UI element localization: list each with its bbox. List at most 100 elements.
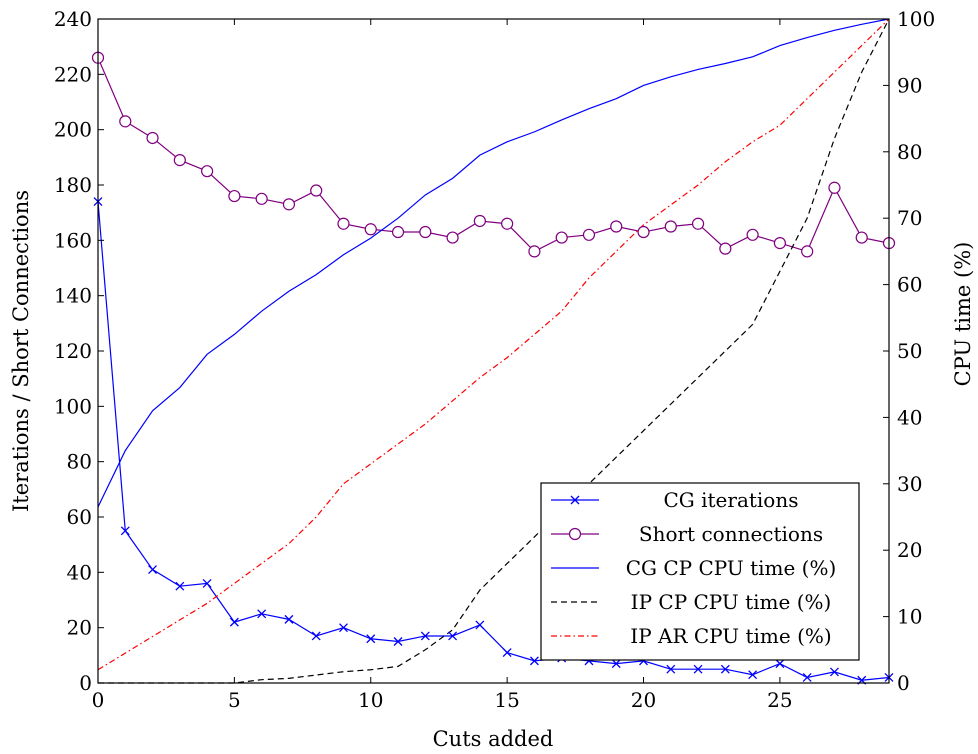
x-axis-title: Cuts added [433, 727, 554, 751]
series-2-point [337, 217, 350, 230]
series-1-point [829, 667, 839, 677]
series-2-point [419, 225, 432, 239]
y-axis-left-title: Iterations / Short Connections [9, 190, 33, 512]
series-1-point [229, 617, 239, 627]
y-left-tick-label: 100 [54, 394, 92, 418]
series-2-point [364, 223, 377, 236]
x-tick-label: 0 [92, 688, 105, 712]
y-axis-right-title: CPU time (%) [951, 242, 975, 387]
y-left-tick-label: 200 [54, 118, 92, 142]
y-right-tick-label: 100 [897, 7, 935, 31]
series-1-point [311, 631, 321, 641]
series-2-point [691, 217, 705, 230]
y-right-tick-label: 70 [897, 206, 922, 230]
x-axis: 0 5 10 15 20 25 [92, 19, 793, 712]
y-left-tick-label: 140 [54, 284, 92, 308]
series-line-1 [97, 201, 890, 681]
series-2-point [146, 131, 159, 145]
y-right-tick-label: 40 [897, 405, 922, 429]
legend-label-3: CG CP CPU time (%) [626, 556, 837, 580]
series-1-point [120, 526, 130, 536]
series-1-point [393, 637, 403, 646]
y-left-tick-label: 220 [54, 62, 92, 86]
series-2-point [582, 228, 596, 241]
x-tick-label: 5 [228, 688, 241, 712]
series-2-point [255, 192, 268, 205]
series-2-point [282, 198, 296, 211]
series-line-3 [97, 18, 890, 508]
x-tick-label: 25 [767, 688, 792, 712]
series-2-point [855, 231, 868, 244]
series-2-point [637, 225, 650, 239]
y-left-tick-label: 40 [67, 560, 92, 584]
series-1-point [148, 565, 158, 575]
series-2-point [664, 220, 677, 233]
series-1-point [284, 614, 294, 624]
y-axis-right: 0 10 20 30 40 50 60 70 80 90 100 [883, 7, 935, 695]
series-1-point [666, 664, 676, 674]
series-1-point [420, 631, 430, 641]
series-1-point [339, 623, 348, 633]
series-1-point [693, 664, 703, 674]
series-2-point [228, 189, 241, 203]
y-left-tick-label: 0 [79, 671, 92, 695]
series-1-point [775, 659, 785, 669]
x-tick-label: 10 [358, 688, 383, 712]
legend-box [540, 482, 860, 661]
legend-label-4: IP CP CPU time (%) [631, 590, 832, 614]
series-2-point [801, 245, 814, 258]
series-2-point [201, 165, 214, 178]
series-2-point [528, 245, 541, 258]
series-2-point [828, 181, 841, 194]
series-2-point [310, 184, 323, 197]
series-2-point [119, 115, 132, 128]
series-2-point [501, 217, 514, 230]
series-1-point [448, 631, 458, 641]
series-1-point [175, 581, 185, 591]
series-1-point [611, 659, 621, 669]
series-1-point [502, 648, 512, 658]
series-1-point [748, 670, 758, 680]
series-line-5 [97, 18, 890, 671]
y-right-tick-label: 80 [897, 140, 922, 164]
y-right-tick-label: 20 [897, 538, 922, 562]
y-left-tick-label: 80 [67, 450, 92, 474]
legend-label-1: CG iterations [663, 488, 798, 512]
series-line-2 [97, 57, 890, 253]
series-1-point [257, 609, 267, 619]
series-2-point [555, 231, 568, 244]
series-1-point [475, 620, 485, 630]
x-tick-label: 15 [494, 688, 519, 712]
series-1-point [720, 664, 730, 674]
y-axis-left: 0 20 40 60 80 100 120 140 160 180 200 220 240 [54, 7, 104, 695]
series-2-point [473, 214, 486, 228]
legend-label-2: Short connections [639, 522, 823, 546]
series-1-point [529, 656, 539, 666]
legend: CG iterations Short connections CG CP CPU … [540, 482, 860, 661]
y-right-tick-label: 60 [897, 273, 922, 297]
series-2-point [446, 231, 459, 244]
series-2-point [719, 242, 732, 255]
series-1-point [202, 578, 212, 588]
y-right-tick-label: 30 [897, 472, 922, 496]
series-2-point [391, 225, 405, 239]
y-left-tick-label: 60 [67, 505, 92, 529]
series-2-point [173, 154, 186, 167]
legend-marker-1 [570, 495, 580, 505]
y-left-tick-label: 20 [67, 616, 92, 640]
legend-marker-2 [568, 527, 582, 541]
y-left-tick-label: 160 [54, 228, 92, 252]
y-right-tick-label: 0 [897, 671, 910, 695]
series-1-point [802, 673, 812, 682]
series-2-point [773, 237, 786, 250]
y-right-tick-label: 50 [897, 339, 922, 363]
x-tick-label: 20 [631, 688, 656, 712]
series-2-point [610, 220, 623, 233]
y-left-tick-label: 240 [54, 7, 92, 31]
y-right-tick-label: 10 [897, 605, 922, 629]
y-left-tick-label: 120 [54, 339, 92, 363]
y-left-tick-label: 180 [54, 173, 92, 197]
y-right-tick-label: 90 [897, 73, 922, 97]
legend-label-5: IP AR CPU time (%) [630, 624, 831, 648]
